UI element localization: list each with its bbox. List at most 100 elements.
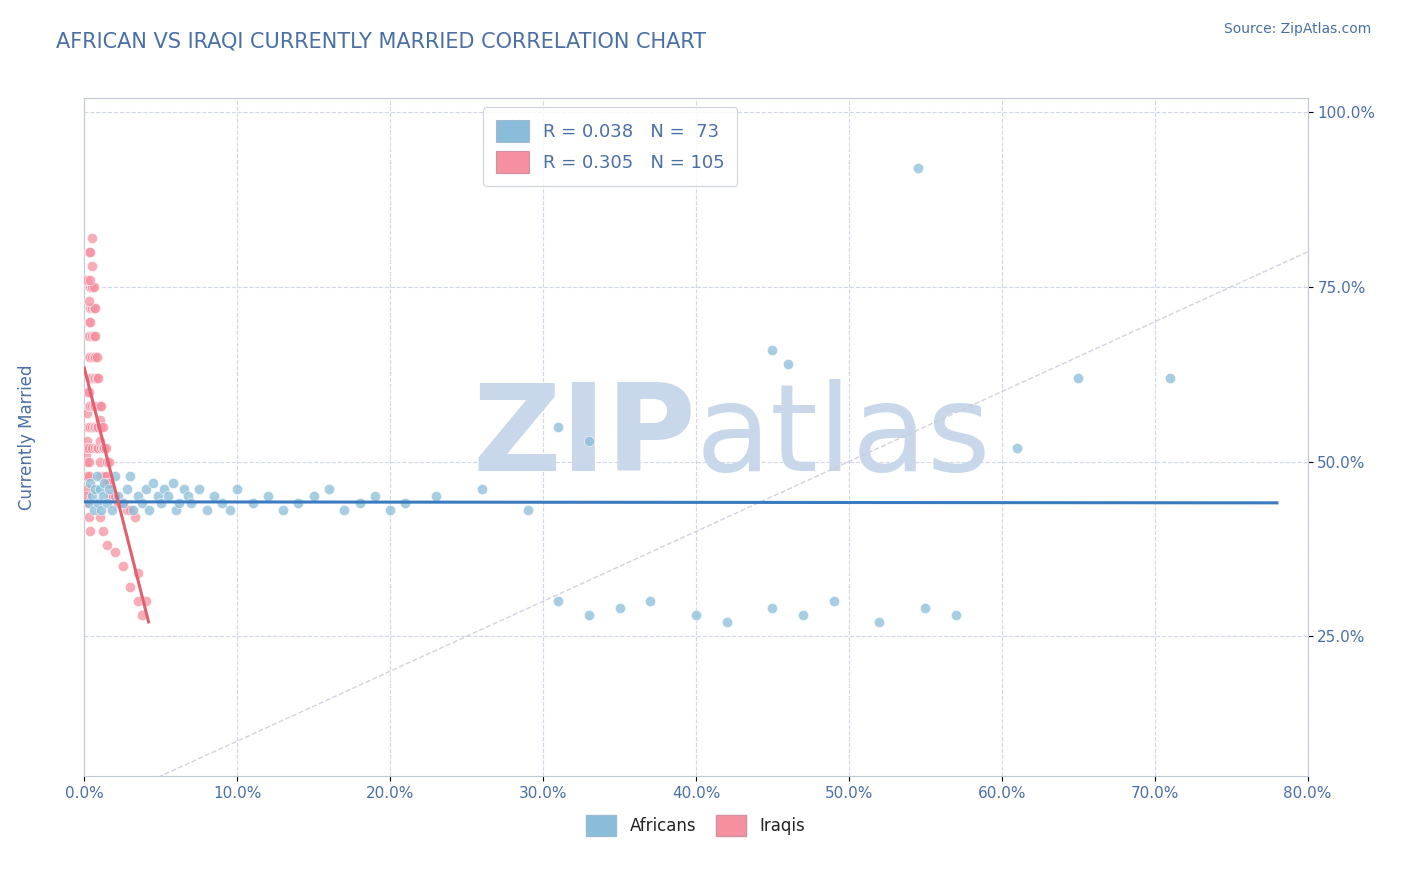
Point (716, 615, 738, 630)
Point (93, 468, 115, 483)
Point (547, 594, 569, 608)
Point (79, 273, 101, 287)
Point (79, 370, 101, 384)
Point (157, 490, 180, 504)
Point (167, 496, 190, 510)
Point (80, 301, 103, 315)
Point (77, 399, 100, 413)
Point (111, 559, 134, 574)
Point (84, 483, 107, 497)
Point (516, 503, 538, 517)
Point (124, 510, 146, 524)
Point (202, 490, 225, 504)
Point (115, 503, 138, 517)
Point (120, 468, 142, 483)
Point (1159, 370, 1181, 384)
Point (823, 594, 845, 608)
Point (75, 454, 97, 468)
Point (120, 580, 142, 594)
Point (97, 454, 120, 468)
Point (1005, 441, 1028, 455)
Point (131, 496, 153, 510)
Point (79, 301, 101, 315)
Point (96, 475, 118, 490)
Point (135, 594, 157, 608)
Point (94, 441, 117, 455)
Point (86, 370, 108, 384)
Point (86, 441, 108, 455)
Point (86, 399, 108, 413)
Point (75, 448, 97, 462)
Point (83, 301, 105, 315)
Point (271, 503, 294, 517)
Point (425, 490, 447, 504)
Point (97, 483, 120, 497)
Point (80, 350, 103, 364)
Point (188, 483, 211, 497)
Point (127, 566, 149, 581)
Point (76, 434, 98, 448)
Point (115, 483, 138, 497)
Point (83, 280, 105, 294)
Point (96, 454, 118, 468)
Point (101, 490, 124, 504)
Point (80, 328, 103, 343)
Point (83, 399, 105, 413)
Point (77, 384, 100, 399)
Point (127, 594, 149, 608)
Point (80, 419, 103, 434)
Point (89, 483, 111, 497)
Point (89, 454, 111, 468)
Point (76, 441, 98, 455)
Point (86, 468, 108, 483)
Point (84, 328, 107, 343)
Point (138, 503, 160, 517)
Point (75, 441, 97, 455)
Point (77, 293, 100, 308)
Point (77, 350, 100, 364)
Point (394, 496, 416, 510)
Point (76, 384, 98, 399)
Point (80, 490, 103, 504)
Point (87, 419, 110, 434)
Point (84, 301, 107, 315)
Point (76, 483, 98, 497)
Point (792, 608, 814, 623)
Point (79, 280, 101, 294)
Point (153, 483, 176, 497)
Point (79, 315, 101, 329)
Point (578, 608, 600, 623)
Text: AFRICAN VS IRAQI CURRENTLY MARRIED CORRELATION CHART: AFRICAN VS IRAQI CURRENTLY MARRIED CORRE… (56, 31, 706, 51)
Point (578, 434, 600, 448)
Point (76, 419, 98, 434)
Point (77, 315, 100, 329)
Point (87, 370, 110, 384)
Point (84, 441, 107, 455)
Point (907, 161, 929, 175)
Point (76, 273, 98, 287)
Point (142, 475, 165, 490)
Point (761, 601, 783, 615)
Point (547, 419, 569, 434)
Point (77, 468, 100, 483)
Point (111, 496, 134, 510)
Point (104, 490, 127, 504)
Point (165, 503, 187, 517)
Point (83, 328, 105, 343)
Point (1067, 370, 1090, 384)
Point (80, 280, 103, 294)
Point (75, 468, 97, 483)
Point (87, 399, 110, 413)
Point (76, 496, 98, 510)
Text: Source: ZipAtlas.com: Source: ZipAtlas.com (1223, 22, 1371, 37)
Point (93, 441, 115, 455)
Point (80, 259, 103, 273)
Point (945, 608, 967, 623)
Point (80, 370, 103, 384)
Point (302, 490, 325, 504)
Y-axis label: Currently Married: Currently Married (18, 364, 35, 510)
Point (685, 608, 707, 623)
Point (364, 490, 387, 504)
Point (149, 496, 172, 510)
Point (79, 475, 101, 490)
